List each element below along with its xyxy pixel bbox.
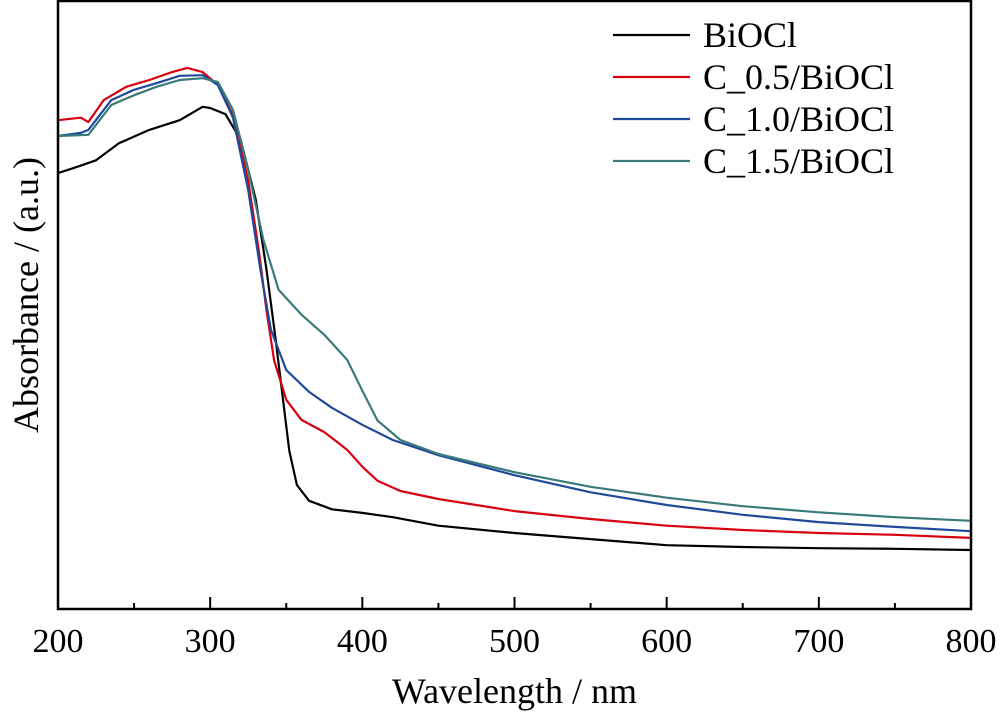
y-axis-title: Absorbance / (a.u.) — [6, 157, 46, 433]
series-line-2 — [57, 74, 972, 533]
x-axis-ticks — [133, 597, 896, 609]
legend-label: C_0.5/BiOCl — [703, 57, 894, 97]
x-tick-label: 400 — [337, 623, 388, 660]
series-line-3 — [57, 77, 972, 522]
series-line-0 — [57, 105, 972, 552]
legend-label: BiOCl — [703, 15, 797, 55]
x-tick-label: 700 — [793, 623, 844, 660]
x-tick-label: 200 — [33, 623, 84, 660]
x-tick-label: 500 — [489, 623, 540, 660]
x-tick-label: 800 — [946, 623, 997, 660]
x-tick-label: 600 — [641, 623, 692, 660]
legend-label: C_1.5/BiOCl — [703, 141, 894, 181]
plot-lines — [57, 66, 972, 552]
legend-label: C_1.0/BiOCl — [703, 99, 894, 139]
series-line-1 — [57, 66, 972, 539]
x-axis-tick-labels: 200 300 400 500 600 700 800 — [33, 623, 997, 660]
x-axis-title: Wavelength / nm — [392, 671, 637, 711]
x-tick-label: 300 — [185, 623, 236, 660]
